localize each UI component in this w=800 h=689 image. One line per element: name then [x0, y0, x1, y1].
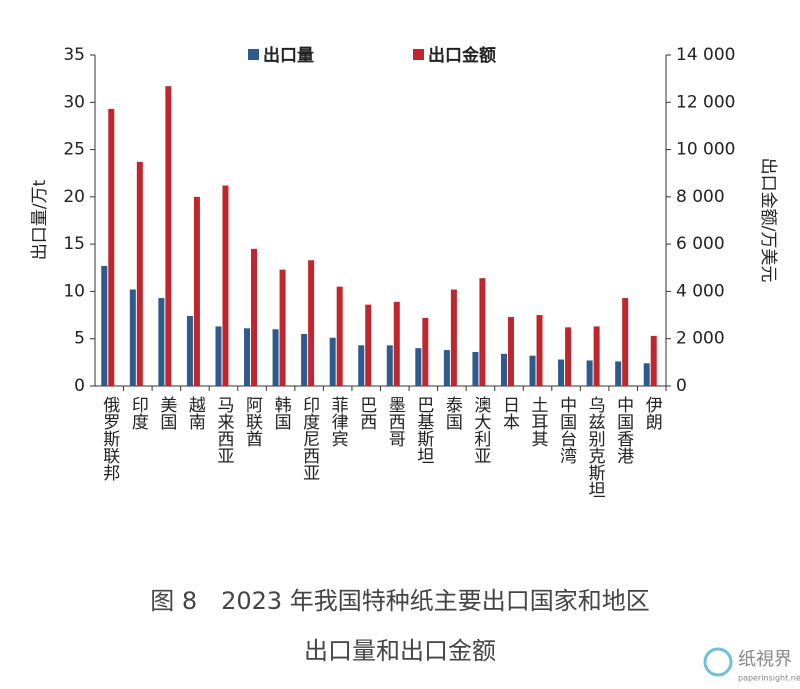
bar [536, 315, 543, 386]
y-tick-label: 35 [63, 45, 85, 65]
x-tick-label: 巴西 [356, 396, 376, 430]
y-tick-label: 15 [63, 234, 85, 254]
bar [251, 248, 258, 386]
bar [558, 359, 565, 386]
bar [129, 289, 136, 386]
bar [215, 326, 222, 386]
bar [422, 317, 429, 386]
bar [450, 289, 457, 386]
y-tick-label: 25 [63, 140, 85, 160]
caption: 出口量和出口金额 [304, 637, 496, 665]
y-tick-label: 30 [63, 92, 85, 112]
x-tick-label: 巴基斯坦 [413, 396, 434, 464]
bar [507, 316, 514, 386]
legend-swatch [413, 49, 424, 60]
bar [615, 361, 622, 386]
bar [136, 161, 143, 386]
x-tick-label: 俄罗斯联邦 [99, 396, 120, 481]
watermark: 纸視界 [738, 649, 792, 670]
watermark-logo [703, 647, 733, 677]
x-tick-label: 中国台湾 [556, 396, 577, 465]
x-tick-label: 马来西亚 [213, 396, 234, 464]
x-tick-label: 墨西哥 [385, 396, 406, 447]
y2-tick-label: 6 000 [676, 234, 725, 254]
bar [358, 345, 365, 386]
x-tick-label: 乌兹别克斯坦 [585, 396, 606, 498]
bar [650, 335, 657, 386]
y2-tick-label: 2 000 [676, 329, 725, 349]
y-tick-label: 0 [74, 376, 85, 396]
bar [186, 316, 193, 386]
bar [529, 355, 536, 386]
bar [479, 278, 486, 386]
x-tick-label: 韩国 [271, 396, 292, 430]
bar [593, 326, 600, 386]
bar [586, 360, 593, 386]
bar [329, 337, 336, 386]
bar [472, 351, 479, 386]
caption: 图 8 2023 年我国特种纸主要出口国家和地区 [150, 587, 650, 615]
y2-tick-label: 14 000 [676, 45, 735, 65]
bar [108, 108, 115, 387]
bar [365, 304, 372, 386]
y2-tick-label: 12 000 [676, 92, 735, 112]
bar [244, 328, 251, 386]
x-tick-label: 澳大利亚 [470, 396, 491, 464]
x-tick-label: 印度 [128, 396, 149, 430]
legend-swatch [248, 49, 259, 60]
bar [165, 86, 172, 387]
bar [643, 363, 650, 386]
y-axis-title: 出口量/万t [30, 179, 50, 260]
watermark: paperinsight.net [738, 674, 800, 683]
y2-tick-label: 4 000 [676, 281, 725, 301]
x-tick-label: 越南 [185, 396, 206, 430]
legend-label: 出口量 [263, 45, 314, 66]
y-tick-label: 20 [63, 187, 85, 207]
bar [500, 353, 507, 386]
y2-axis-title: 出口金额/万美元 [758, 158, 778, 283]
bar [301, 333, 308, 386]
bar [279, 269, 286, 386]
x-tick-label: 阿联酋 [242, 396, 263, 447]
legend-label: 出口金额 [428, 45, 496, 66]
y-tick-label: 10 [63, 281, 85, 301]
bar [565, 327, 572, 386]
x-tick-label: 日本 [499, 396, 519, 430]
x-tick-label: 菲律宾 [328, 396, 349, 447]
bar [193, 196, 200, 386]
bar [272, 329, 279, 386]
bar [336, 286, 343, 386]
x-tick-label: 泰国 [442, 396, 463, 430]
bar [101, 265, 108, 386]
x-tick-label: 美国 [156, 396, 177, 430]
x-tick-label: 中国香港 [613, 396, 634, 464]
bar [622, 298, 629, 386]
y2-tick-label: 10 000 [676, 140, 735, 160]
bar [415, 348, 422, 386]
y2-tick-label: 8 000 [676, 187, 725, 207]
bar [308, 260, 315, 386]
bar [386, 345, 393, 386]
y2-tick-label: 0 [676, 376, 687, 396]
y-tick-label: 5 [74, 329, 85, 349]
bar [393, 301, 400, 386]
x-tick-label: 土耳其 [528, 396, 549, 447]
bar [443, 350, 450, 386]
x-tick-label: 印度尼西亚 [299, 396, 320, 481]
bar [222, 185, 229, 386]
x-tick-label: 伊朗 [642, 396, 663, 430]
bar [158, 298, 165, 386]
